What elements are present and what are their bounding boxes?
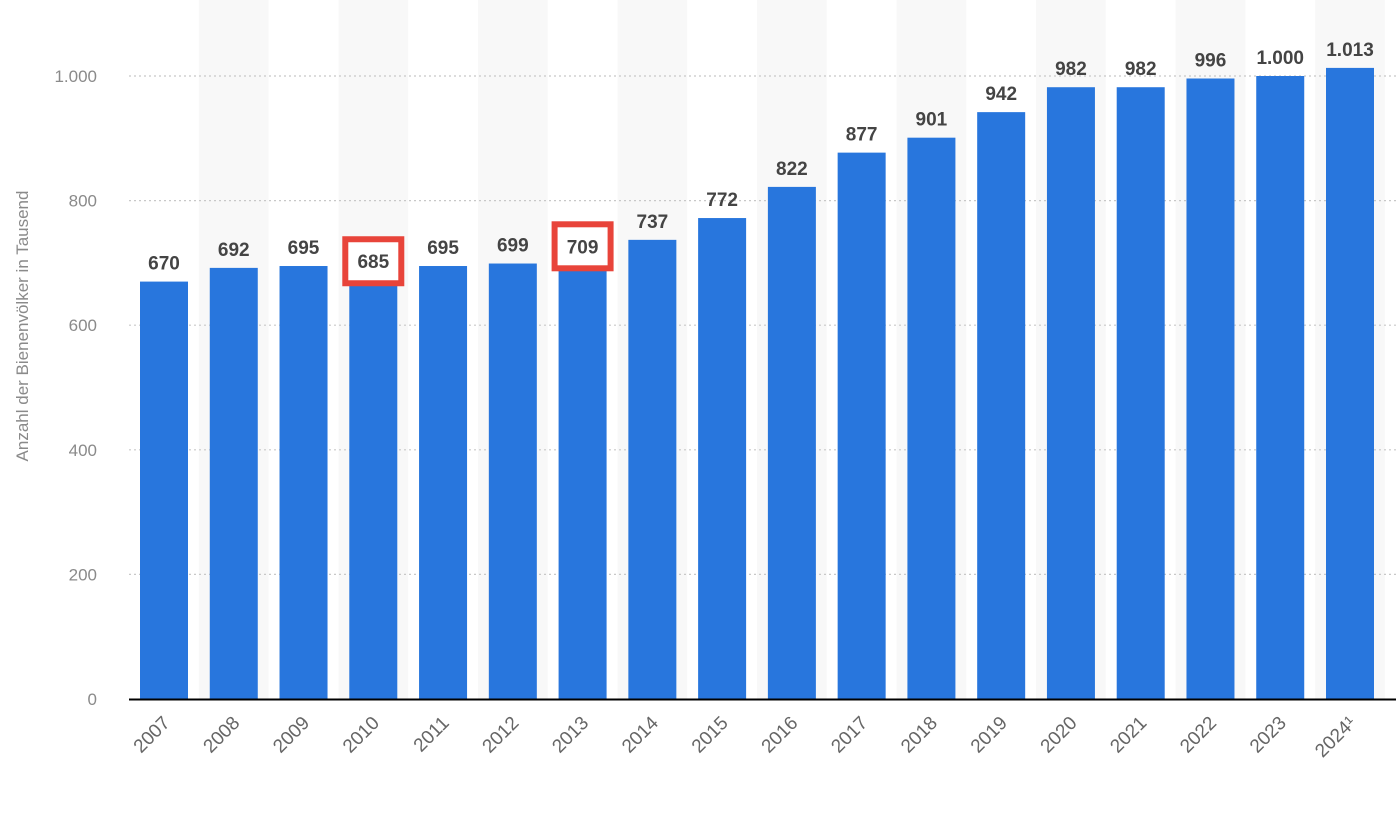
bar-2007 xyxy=(140,281,188,699)
bar-2024 xyxy=(1326,67,1374,699)
y-tick-label: 400 xyxy=(69,441,97,460)
x-tick-label: 2016 xyxy=(758,713,803,758)
bar-value-label: 695 xyxy=(427,238,459,259)
highlight-box xyxy=(342,236,405,287)
bar-value-label: 822 xyxy=(776,159,808,180)
x-tick-label: 2022 xyxy=(1176,713,1221,758)
bar-value-label: 901 xyxy=(916,110,948,131)
x-tick-label: 2015 xyxy=(688,713,733,758)
x-tick-label: 2014 xyxy=(618,712,663,757)
bar-2013 xyxy=(558,257,607,699)
bar-2020 xyxy=(1046,87,1095,700)
highlight-boxes xyxy=(342,221,614,287)
bars xyxy=(140,67,1374,700)
bar-value-label: 1.013 xyxy=(1326,40,1374,61)
x-tick-label: 2009 xyxy=(269,713,314,758)
bar-2010 xyxy=(349,272,398,699)
bar-2023 xyxy=(1256,76,1305,699)
x-tick-label: 2011 xyxy=(410,713,454,757)
x-axis-tick-labels: 2007 2008 2009 2010 2011 2012 2013 2014 2015 2016… xyxy=(130,712,1361,762)
bar-2019 xyxy=(977,112,1026,699)
y-tick-label: 800 xyxy=(69,192,97,211)
bar-2016 xyxy=(767,186,816,700)
bar-value-label: 709 xyxy=(567,237,599,258)
y-tick-label: 600 xyxy=(69,316,97,335)
bar-value-label: 695 xyxy=(288,238,320,259)
bar-value-label: 1.000 xyxy=(1256,48,1304,69)
x-tick-label: 2012 xyxy=(479,713,524,758)
y-axis-tick-labels: 0 200 400 600 800 1.000 xyxy=(54,67,97,709)
x-tick-label: 2017 xyxy=(827,713,872,758)
bar-2009 xyxy=(279,266,328,699)
highlight-box xyxy=(551,221,614,272)
bar-2014 xyxy=(628,239,677,699)
bar-value-label: 877 xyxy=(846,125,878,146)
y-axis-title: Anzahl der Bienenvölker in Tausend xyxy=(13,191,32,462)
bar-value-label: 685 xyxy=(357,252,389,273)
x-tick-label: 2019 xyxy=(967,713,1012,758)
bar-2012 xyxy=(488,263,537,699)
value-labels: 670 692 695 685 695 699 709 737 772 822 877 901 942 9… xyxy=(148,40,1374,275)
bar-2022 xyxy=(1186,78,1235,699)
x-tick-label: 2018 xyxy=(897,713,942,758)
gridlines xyxy=(129,75,1396,576)
bar-2021 xyxy=(1116,87,1165,700)
bar-value-label: 982 xyxy=(1055,59,1087,80)
bar-2008 xyxy=(209,267,258,699)
y-tick-label: 1.000 xyxy=(54,67,97,86)
bar-value-label: 670 xyxy=(148,254,180,275)
bar-value-label: 942 xyxy=(985,84,1017,105)
bar-value-label: 699 xyxy=(497,236,529,257)
bar-value-label: 692 xyxy=(218,240,250,261)
x-tick-label: 2013 xyxy=(548,713,593,758)
x-tick-label: 2021 xyxy=(1106,713,1151,758)
x-tick-label: 2024¹ xyxy=(1311,713,1360,762)
bar-value-label: 737 xyxy=(637,212,669,233)
y-tick-label: 0 xyxy=(88,690,97,709)
bar-value-label: 996 xyxy=(1195,50,1227,71)
bar-value-label: 982 xyxy=(1125,59,1157,80)
bar-2018 xyxy=(907,137,956,699)
x-tick-label: 2010 xyxy=(339,713,384,758)
bar-2017 xyxy=(837,152,886,699)
bar-2011 xyxy=(419,266,468,699)
x-tick-label: 2020 xyxy=(1037,713,1082,758)
bar-2015 xyxy=(698,218,747,699)
x-tick-label: 2023 xyxy=(1246,713,1291,758)
x-tick-label: 2007 xyxy=(130,713,175,758)
x-tick-label: 2008 xyxy=(200,713,245,758)
bar-value-label: 772 xyxy=(706,190,738,211)
y-tick-label: 200 xyxy=(69,565,97,584)
